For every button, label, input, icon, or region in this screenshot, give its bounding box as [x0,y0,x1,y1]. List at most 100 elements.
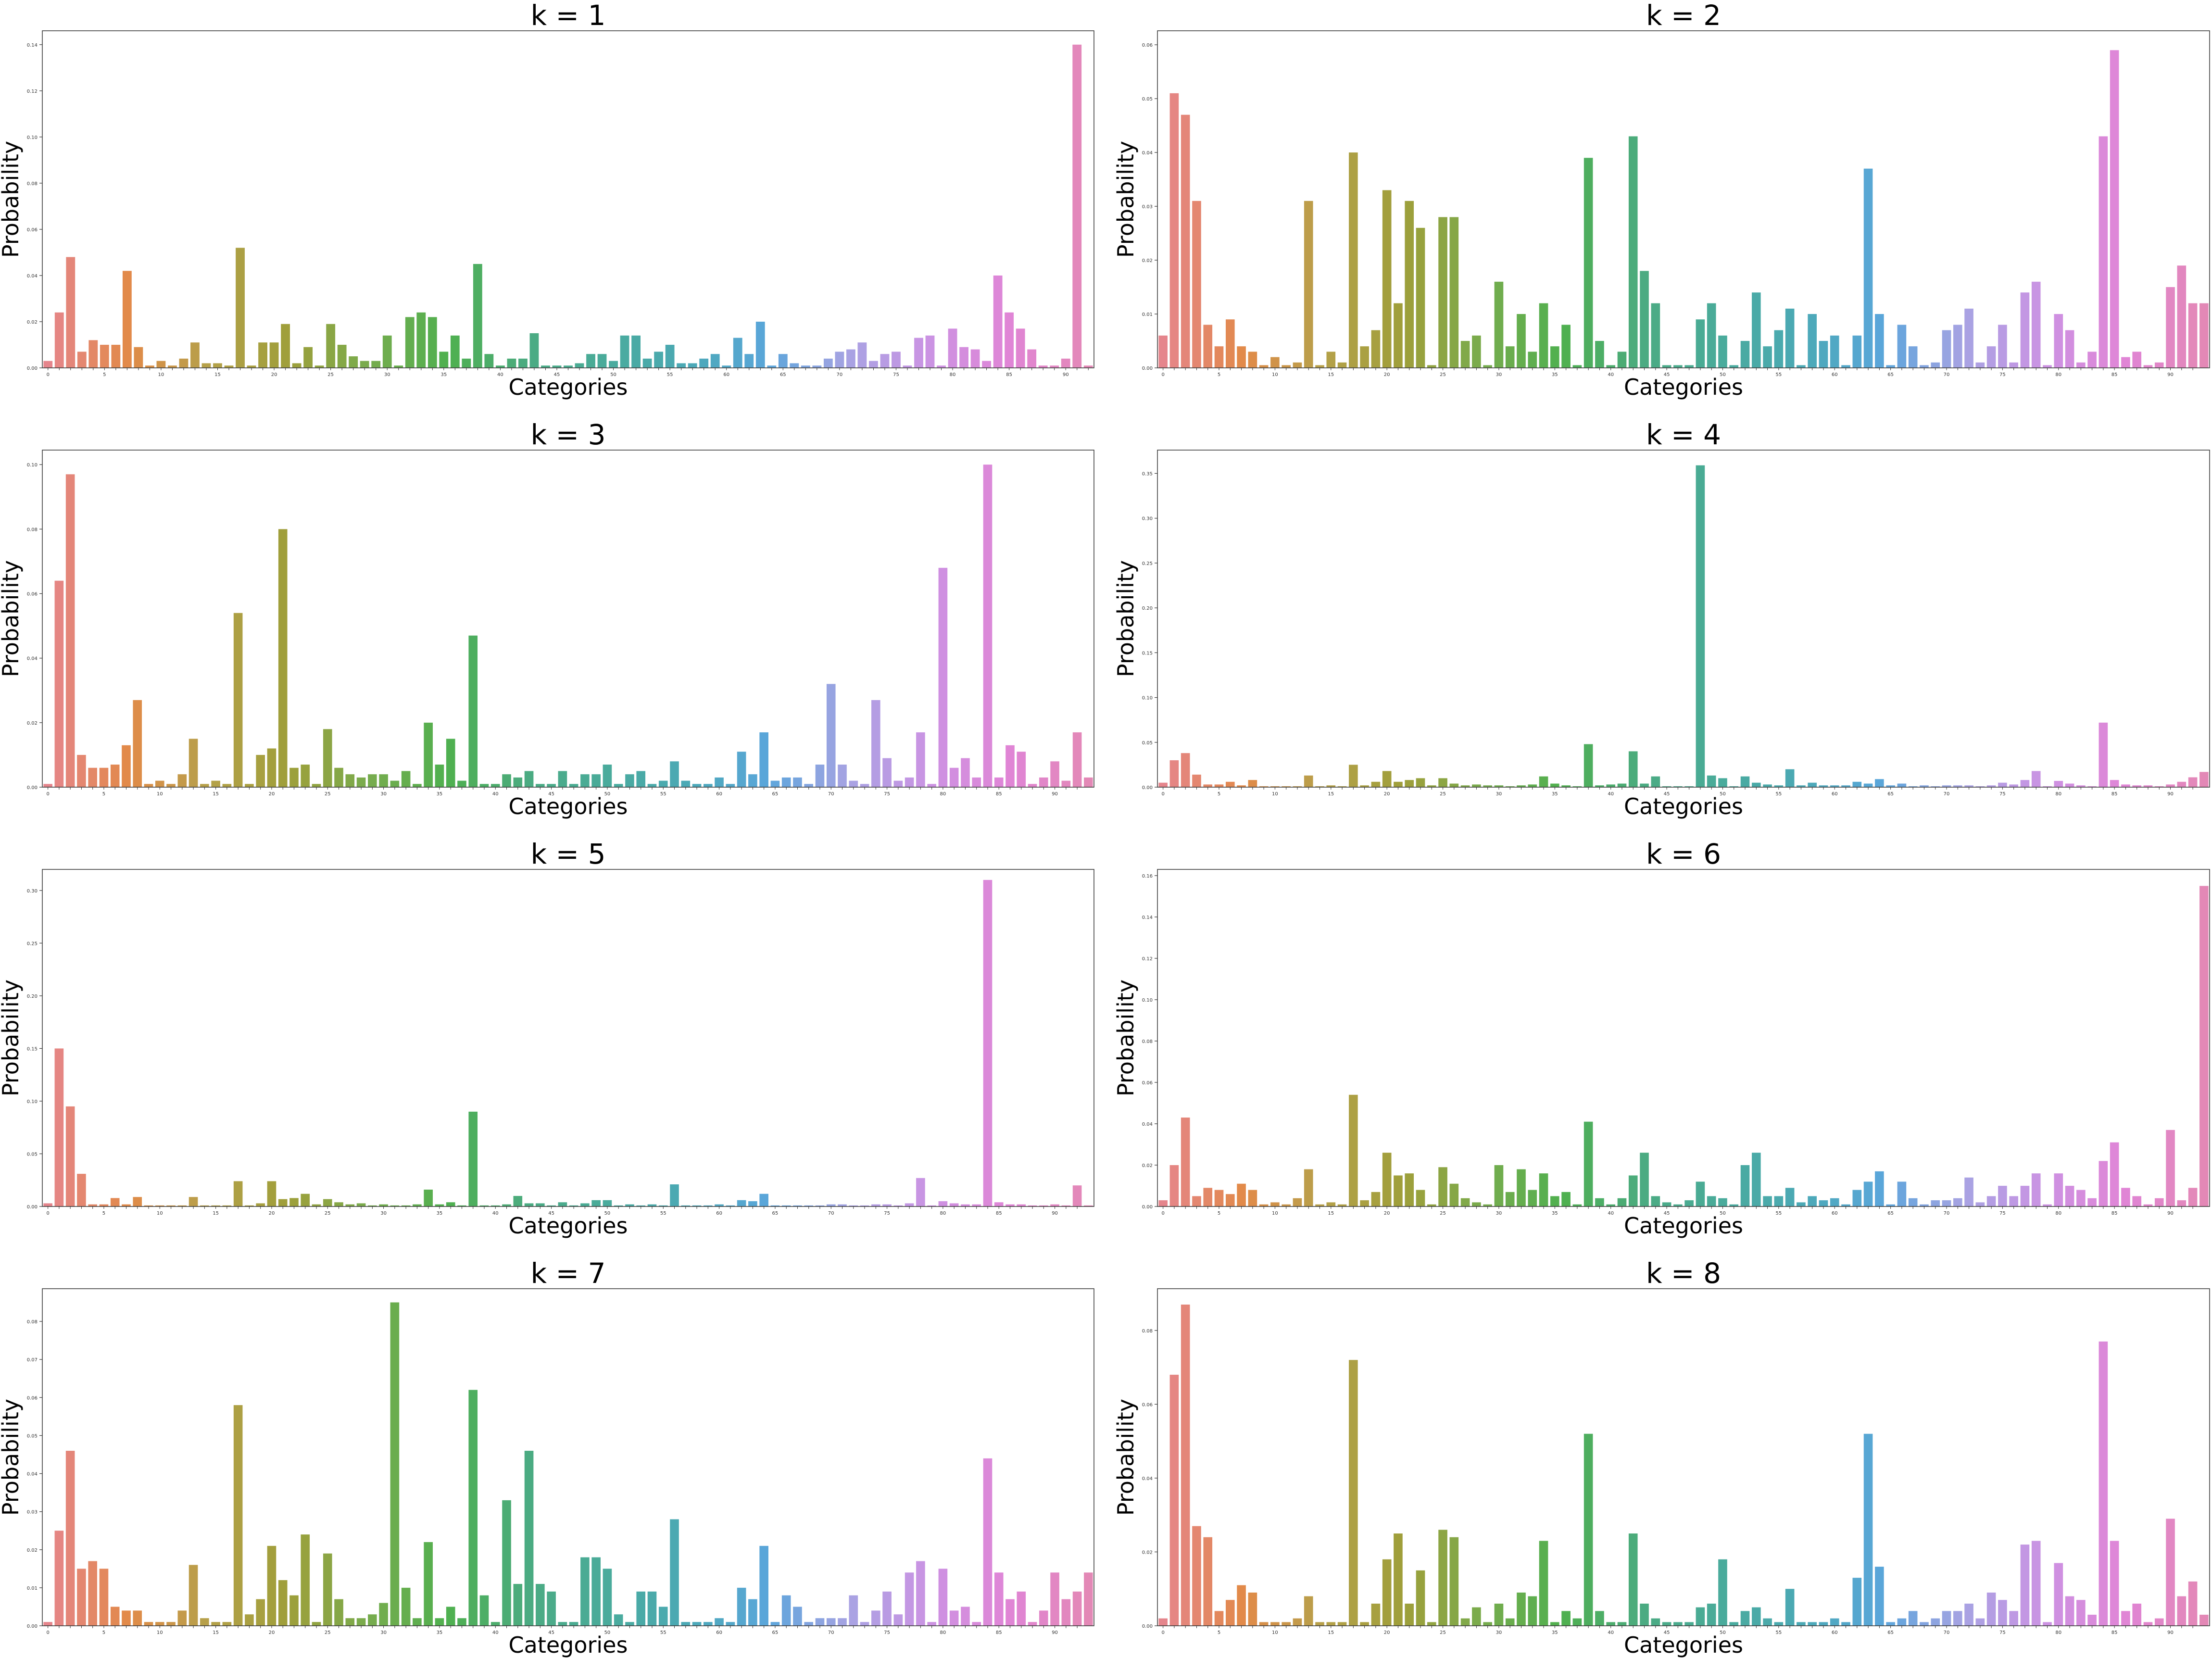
x-tick-label: 75 [884,791,890,797]
bar-56 [1785,1589,1795,1626]
bar-19 [256,754,265,787]
bar-68 [1920,1622,1929,1626]
bar-86 [1005,745,1015,787]
bar-36 [1561,1611,1571,1626]
y-tick-label: 0.35 [1142,471,1153,477]
x-tick-label: 55 [1775,1211,1782,1216]
bar-26 [1449,1183,1459,1206]
bar-65 [1886,785,1895,787]
bar-15 [211,1622,220,1626]
bar-79 [2043,365,2052,368]
bar-62 [737,1200,746,1206]
bar-70 [1942,330,1951,368]
bar-18 [1360,785,1369,787]
chart-panel-2: 0.00 0.01 0.02 0.03 0.04 0.05 0.06 0 5 10 15 20 25 30… [1113,0,2210,400]
y-tick-label: 0.05 [1142,741,1153,746]
bar-19 [256,1599,265,1626]
bar-46 [1673,1622,1683,1626]
x-tick-label: 60 [723,372,729,377]
x-tick-label: 35 [440,372,447,377]
bar-43 [1640,1153,1649,1206]
y-tick-label: 0.20 [1142,606,1153,611]
bar-32 [1517,785,1526,787]
bar-3 [1192,201,1201,368]
y-tick-label: 0.04 [27,274,38,279]
bar-83 [2087,1614,2097,1626]
bar-40 [1606,784,1616,787]
x-tick-label: 45 [548,1211,554,1216]
bar-60 [715,777,724,787]
bar-90 [1050,761,1059,787]
bar-3 [1192,1196,1201,1206]
bar-84 [983,1458,993,1626]
bar-undefined [2199,1614,2209,1626]
bar-15 [213,363,222,368]
y-tick-label: 0.00 [27,1624,38,1629]
bar-43 [524,1451,534,1626]
x-tick-label: 30 [1496,1630,1502,1635]
bar-65 [770,780,780,787]
bar-35 [1550,346,1559,368]
bar-30 [1494,1603,1504,1626]
bar-65 [1886,1622,1895,1626]
bar-83 [982,361,991,368]
bar-82 [961,758,970,787]
bar-42 [1628,751,1638,787]
bar-29 [368,774,377,787]
y-tick-label: 0.02 [27,1548,38,1553]
x-axis-label: Categories [509,374,628,400]
bar-7 [1237,1585,1246,1626]
bar-78 [2031,771,2041,787]
bar-77 [2020,780,2030,787]
bar-89 [2154,1198,2164,1206]
bar-9 [144,784,153,787]
bar-87 [2132,1196,2142,1206]
y-tick-label: 0.08 [1142,1039,1153,1044]
bar-92 [2188,1581,2198,1626]
bar-13 [1304,775,1313,787]
bar-29 [1483,365,1492,368]
bar-82 [970,349,980,368]
y-tick-label: 0.04 [27,656,38,662]
bar-31 [1505,346,1515,368]
bar-78 [2031,281,2041,368]
bar-66 [1897,325,1907,368]
y-tick-label: 0.10 [27,1099,38,1105]
bar-52 [625,1622,634,1626]
bar-29 [1483,785,1492,787]
bar-64 [1875,1567,1884,1626]
bar-45 [547,784,556,787]
bar-70 [1942,1200,1951,1206]
x-tick-label: 65 [772,1630,779,1635]
bar-27 [345,1618,355,1626]
bar-78 [2031,1541,2041,1626]
bar-47 [1684,1622,1694,1626]
bar-81 [2065,783,2074,787]
x-tick-label: 45 [1664,791,1670,797]
x-tick-label: 15 [213,1630,219,1635]
x-tick-label: 25 [1440,1630,1446,1635]
bar-75 [882,1204,892,1206]
bar-14 [1315,1204,1324,1206]
bar-80 [2054,780,2063,787]
x-tick-label: 25 [1440,372,1446,377]
bar-51 [1729,1204,1739,1206]
bar-62 [737,1587,746,1626]
y-tick-label: 0.25 [1142,561,1153,566]
bar-88 [1038,365,1048,368]
bar-27 [1460,1618,1470,1626]
bar-69 [1931,1200,1940,1206]
bar-56 [1785,769,1795,787]
bar-41 [1617,352,1627,368]
bar-15 [1326,1202,1336,1206]
bar-37 [457,1618,466,1626]
bar-27 [1460,1198,1470,1206]
y-tick-label: 0.05 [27,1152,38,1157]
bar-23 [303,347,313,368]
bar-11 [166,784,176,787]
bar-59 [710,354,720,368]
bar-50 [603,1200,612,1206]
x-tick-label: 45 [548,1630,554,1635]
x-tick-label: 30 [380,791,387,797]
x-tick-label: 0 [46,791,49,797]
